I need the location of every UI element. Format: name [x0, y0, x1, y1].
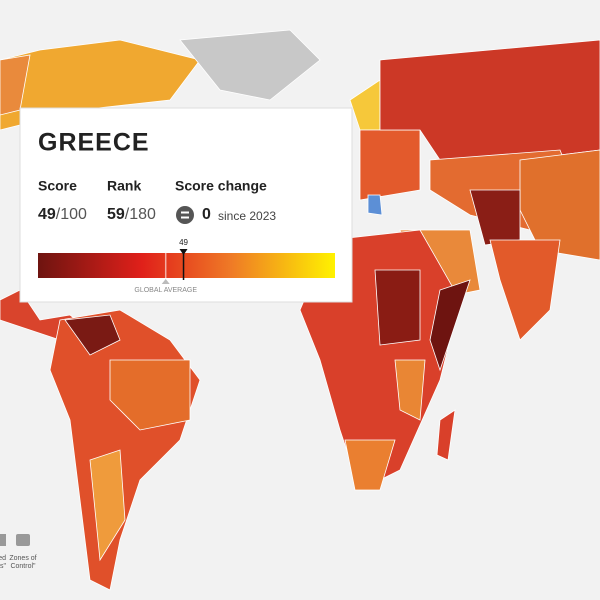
score-max: /100 — [56, 206, 87, 223]
east-africa — [394, 359, 426, 421]
greenland — [179, 29, 321, 101]
change-label: Score change — [175, 178, 267, 194]
rank: 59/180 — [107, 206, 156, 223]
rank-total: /180 — [125, 206, 156, 223]
venezuela — [64, 314, 121, 356]
global-average-pointer — [161, 279, 170, 284]
score-marker-label: 49 — [179, 238, 188, 247]
greece — [367, 194, 383, 216]
europe — [359, 129, 421, 201]
rank-value: 59 — [107, 206, 125, 223]
south-africa — [344, 439, 396, 491]
country-name: GREECE — [38, 129, 150, 157]
chile — [89, 449, 126, 562]
rank-label: Rank — [107, 178, 141, 194]
tooltip: GREECE Score Rank Score change 49/100 59… — [19, 107, 353, 303]
global-average-label: GLOBAL AVERAGE — [134, 287, 197, 294]
legend-icon — [0, 534, 6, 546]
india — [489, 239, 561, 341]
legend-icon — [16, 534, 30, 546]
somalia — [429, 279, 471, 372]
score: 49/100 — [38, 206, 87, 223]
score-label: Score — [38, 178, 77, 194]
madagascar — [436, 409, 456, 461]
score-pointer — [179, 249, 188, 255]
change-since: since 2023 — [218, 209, 276, 223]
change-value: 0 — [202, 206, 211, 223]
brazil — [109, 359, 191, 431]
sudan — [374, 269, 421, 346]
legend-text: ed — [0, 555, 6, 562]
no-change-icon — [176, 206, 194, 224]
score-scale — [38, 253, 335, 278]
score-value: 49 — [38, 206, 56, 223]
legend-text: Control" — [10, 563, 36, 570]
legend-text: ies" — [0, 563, 7, 570]
scale-markers: GLOBAL AVERAGE 49 — [134, 238, 197, 294]
legend-text: Zones of — [9, 555, 36, 562]
